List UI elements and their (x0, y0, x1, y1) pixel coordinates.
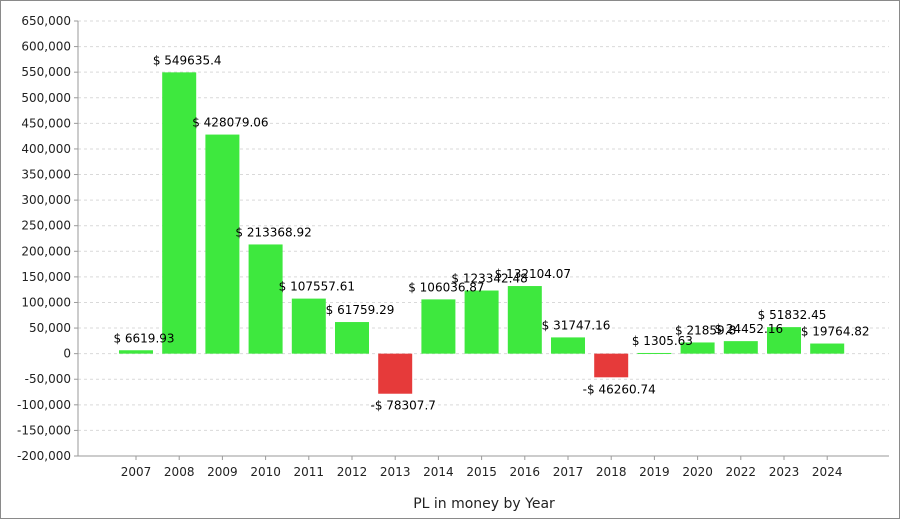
bar-2007 (119, 350, 153, 354)
data-label-2013: -$ 78307.7 (370, 399, 435, 413)
y-tick-label: 600,000 (21, 40, 71, 54)
bar-2015 (464, 290, 499, 354)
x-tick-label-2019: 2019 (639, 465, 670, 479)
data-label-2016: $ 132104.07 (495, 267, 571, 281)
data-label-2018: -$ 46260.74 (583, 382, 656, 396)
bar-2022 (723, 341, 758, 354)
data-label-2024: $ 19764.82 (801, 325, 870, 339)
y-tick-label: 500,000 (21, 91, 71, 105)
y-tick-label: 400,000 (21, 142, 71, 156)
x-axis-title: PL in money by Year (413, 496, 555, 512)
y-tick-label: -100,000 (17, 398, 71, 412)
y-tick-label: 550,000 (21, 65, 71, 79)
y-tick-label: 200,000 (21, 244, 71, 258)
x-tick-label-2007: 2007 (121, 465, 152, 479)
data-labels: $ 6619.93 $ 549635.4 $ 428079.06 $ 213368.9… (113, 53, 869, 412)
data-label-2015: $ 123342.48 (451, 272, 527, 286)
x-tick-labels: 2007 2008 2009 2010 2011 2012 2013 2014 2015 2016… (121, 465, 843, 479)
y-tick-label: -200,000 (17, 449, 71, 463)
bar-2013 (378, 353, 413, 394)
x-tick-label-2018: 2018 (596, 465, 627, 479)
bars (119, 72, 845, 394)
data-label-2012: $ 61759.29 (326, 303, 395, 317)
x-tick-label-2024: 2024 (812, 465, 843, 479)
bar-2020 (680, 342, 715, 354)
y-tick-label: 450,000 (21, 116, 71, 130)
x-tick-label-2013: 2013 (380, 465, 411, 479)
bar-2012 (335, 322, 369, 354)
y-tick-labels: 650,000 600,000 550,000 500,000 450,000 400,0… (17, 14, 71, 463)
data-label-2014: $ 106036.87 (408, 280, 484, 294)
data-label-2007: $ 6619.93 (113, 331, 174, 345)
bar-2010 (248, 244, 283, 354)
data-label-2020: $ 21859.8 (675, 323, 736, 337)
axes (74, 20, 889, 460)
y-tick-label: 0 (63, 347, 71, 361)
bar-2023 (767, 327, 801, 354)
x-tick-label-2022: 2022 (726, 465, 757, 479)
data-label-2011: $ 107557.61 (279, 280, 355, 294)
y-tick-label: 150,000 (21, 270, 71, 284)
bar-2017 (551, 337, 585, 354)
x-tick-label-2016: 2016 (510, 465, 541, 479)
x-tick-label-2023: 2023 (769, 465, 800, 479)
bar-2011 (291, 298, 326, 354)
bar-2014 (421, 299, 456, 354)
x-tick-label-2011: 2011 (294, 465, 325, 479)
y-tick-label: -50,000 (25, 372, 71, 386)
x-tick-label-2020: 2020 (682, 465, 713, 479)
data-label-2022: $ 24452.16 (714, 322, 783, 336)
data-label-2009: $ 428079.06 (192, 116, 268, 130)
x-tick-label-2015: 2015 (466, 465, 497, 479)
y-tick-label: -150,000 (17, 423, 71, 437)
y-tick-label: 350,000 (21, 168, 71, 182)
data-label-2017: $ 31747.16 (542, 318, 611, 332)
x-tick-label-2012: 2012 (337, 465, 368, 479)
x-tick-label-2010: 2010 (250, 465, 281, 479)
x-tick-label-2009: 2009 (207, 465, 238, 479)
y-tick-label: 50,000 (29, 321, 71, 335)
x-tick-label-2008: 2008 (164, 465, 195, 479)
bar-2008 (162, 72, 197, 354)
y-tick-label: 650,000 (21, 14, 71, 28)
y-tick-label: 300,000 (21, 193, 71, 207)
bar-2018 (594, 353, 629, 378)
bar-2009 (205, 134, 240, 354)
x-tick-label-2014: 2014 (423, 465, 454, 479)
bar-2024 (810, 343, 845, 354)
x-tick-label-2017: 2017 (553, 465, 584, 479)
data-label-2008: $ 549635.4 (153, 53, 222, 67)
data-label-2010: $ 213368.92 (235, 225, 311, 239)
data-label-2023: $ 51832.45 (758, 308, 827, 322)
bar-2016 (507, 286, 542, 354)
y-tick-label: 100,000 (21, 295, 71, 309)
grid-lines (78, 20, 889, 457)
bar-2019 (637, 352, 672, 354)
data-label-2019: $ 1305.63 (632, 334, 693, 348)
y-tick-label: 250,000 (21, 219, 71, 233)
